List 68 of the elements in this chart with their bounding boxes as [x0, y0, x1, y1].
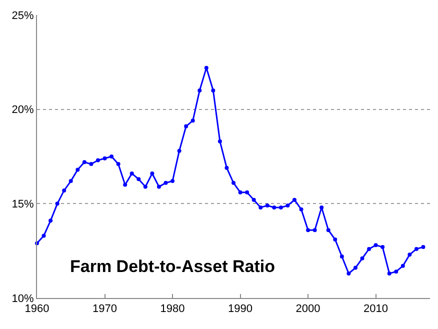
- point: [42, 234, 46, 238]
- point: [299, 207, 304, 212]
- point: [170, 179, 175, 184]
- point: [136, 177, 141, 182]
- point: [156, 184, 161, 189]
- point: [150, 171, 154, 176]
- point: [340, 254, 344, 258]
- point: [394, 270, 398, 274]
- y-tick-label: 10%: [12, 292, 34, 305]
- point: [278, 205, 283, 210]
- point: [55, 202, 60, 206]
- point: [123, 182, 128, 187]
- x-tick-label: 2010: [364, 303, 388, 316]
- point: [224, 166, 229, 170]
- point: [204, 66, 208, 70]
- point: [286, 204, 290, 208]
- point: [326, 228, 330, 232]
- point: [387, 271, 392, 276]
- point: [380, 245, 385, 250]
- point: [374, 243, 378, 248]
- point: [421, 245, 426, 250]
- point: [258, 205, 263, 210]
- point: [184, 124, 188, 128]
- point: [211, 88, 216, 92]
- point: [333, 238, 338, 242]
- point: [130, 171, 134, 176]
- point: [232, 180, 236, 185]
- point: [102, 156, 107, 160]
- point: [353, 266, 358, 270]
- point: [164, 180, 168, 185]
- x-tick-label: 1980: [160, 303, 185, 316]
- point: [198, 88, 202, 92]
- annotation: Farm Debt-to-Asset Ratio: [70, 257, 275, 276]
- point: [76, 168, 80, 172]
- point: [346, 271, 351, 276]
- point: [408, 252, 412, 257]
- y-tick-label: 20%: [12, 104, 34, 116]
- y-tick-label: 25%: [12, 10, 34, 22]
- point: [265, 204, 270, 208]
- x-tick-label: 2000: [296, 303, 320, 316]
- x-tick-label: 1990: [228, 303, 253, 316]
- point: [89, 162, 94, 166]
- point: [82, 160, 86, 164]
- point: [48, 218, 53, 223]
- point: [218, 139, 222, 144]
- point: [110, 154, 114, 158]
- point: [190, 118, 195, 123]
- point: [367, 246, 372, 251]
- point: [272, 205, 276, 210]
- point: [62, 188, 66, 192]
- point: [292, 198, 296, 202]
- point: [312, 228, 317, 232]
- point: [68, 179, 73, 184]
- x-tick-label: 1970: [92, 303, 117, 316]
- point: [116, 162, 120, 166]
- point: [177, 148, 182, 153]
- point: [238, 190, 242, 194]
- point: [360, 256, 364, 260]
- point: [320, 205, 324, 210]
- x-tick-label: 1960: [24, 303, 50, 316]
- point: [245, 190, 250, 194]
- point: [96, 158, 100, 162]
- point: [414, 246, 418, 251]
- point: [306, 228, 310, 232]
- point: [400, 264, 405, 268]
- point: [143, 184, 148, 189]
- point: [252, 198, 256, 202]
- y-tick-label: 15%: [12, 198, 34, 211]
